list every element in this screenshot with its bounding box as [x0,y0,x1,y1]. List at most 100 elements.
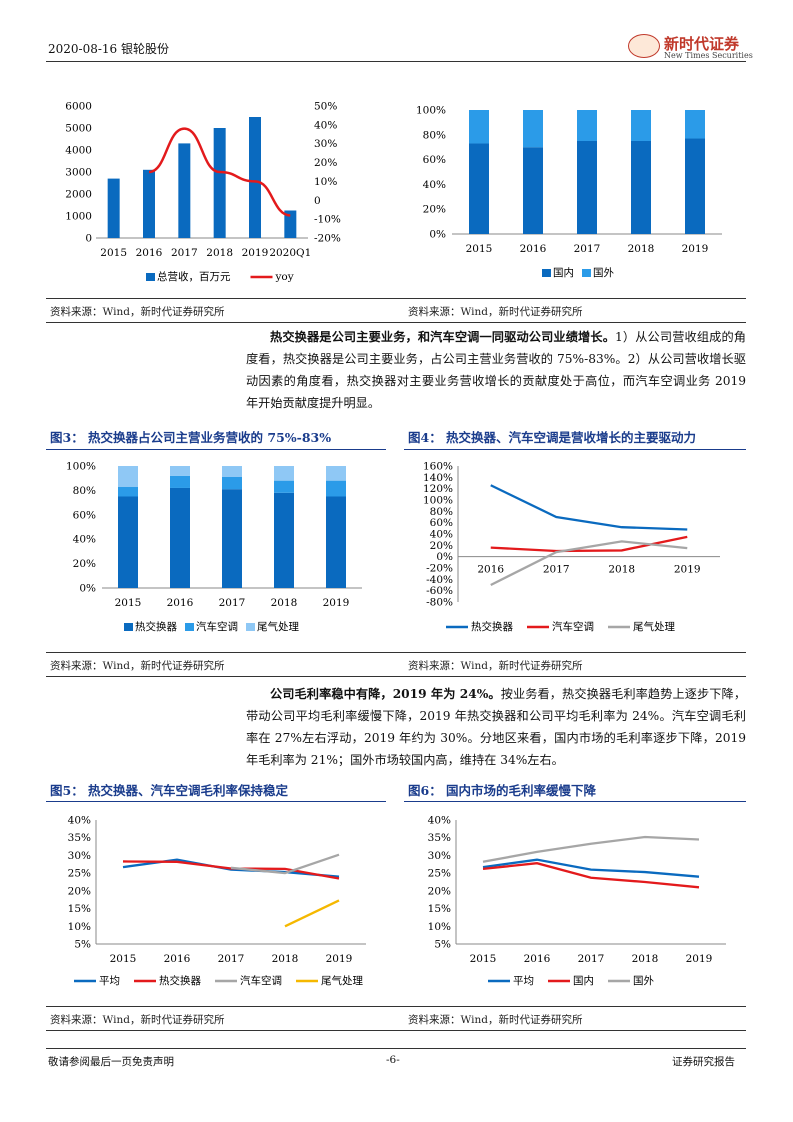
source-rule [46,1006,746,1007]
y-tick-label: 10% [68,921,91,933]
stacked-bar-segment [118,496,138,588]
stacked-bar-segment [222,489,242,588]
y-tick-label: 80% [73,485,96,497]
y-tick-label: 20% [423,204,446,216]
legend-swatch [146,273,155,281]
legend-swatch [542,269,551,277]
stacked-bar-segment [523,147,543,234]
y-tick-label: 15% [428,903,451,915]
y-tick-label: 80% [423,129,446,141]
series-line [490,540,688,587]
figure-title-rule [404,449,746,450]
x-tick-label: 2016 [477,564,504,576]
y-tick-label: 20% [73,558,96,570]
legend-label: 国内 [573,974,594,987]
y-tick-label: 100% [416,105,446,117]
x-tick-label: 2016 [167,597,194,609]
x-tick-label: 2019 [686,953,713,965]
paragraph-lead: 热交换器是公司主要业务，和汽车空调一同驱动公司业绩增长。 [270,330,616,344]
y-tick-label: 5% [74,939,91,951]
chart-margin-by-business: 5% 10% 15% 20% 25% 30% 35% 40% 2015 2016 2017 2018 2… [68,815,366,987]
y-tick-label: 35% [428,832,451,844]
paragraph-body: 按业务看，热交换器毛利率趋势上逐步下降，带动公司平均毛利率缓慢下降，2019 年… [246,687,747,767]
figure-title-rule [46,449,386,450]
figure-title-rule [404,801,746,802]
source-rule [46,322,746,323]
stacked-bar-segment [685,110,705,139]
y-tick-label: 40% [73,534,96,546]
revenue-bar [178,143,191,238]
chart-growth-drivers: -80%-60%-40%-20%0%20%40%60%80%100%120%14… [423,461,720,633]
source-note: 资料来源：Wind，新时代证券研究所 [50,660,225,672]
revenue-bar [249,117,261,238]
right-tick-label: 10% [314,176,337,188]
x-tick-label: 2015 [100,247,127,259]
yoy-line [148,127,291,217]
stacked-bar-segment [577,110,597,141]
series-line [284,899,340,928]
stacked-bar-segment [118,486,138,497]
y-tick-label: 20% [68,885,91,897]
stacked-bar-segment [170,487,190,588]
series-line [230,853,340,875]
x-tick-label: 2015 [110,953,137,965]
x-tick-label: 2016 [164,953,191,965]
stacked-bar-segment [631,141,651,234]
figure-3-title: 图3： 热交换器占公司主营业务营收的 75%-83% [50,430,332,445]
x-tick-label: 2016 [136,247,163,259]
stacked-bar-segment [170,466,190,476]
company-logo-icon [628,34,660,58]
series-line [482,862,700,889]
y-tick-label: -60% [426,585,453,597]
x-tick-label: 2015 [115,597,142,609]
revenue-bar [107,178,120,238]
stacked-bar-segment [577,141,597,234]
footer-disclaimer: 敬请参阅最后一页免责声明 [48,1056,174,1068]
figure-5-title: 图5： 热交换器、汽车空调毛利率保持稳定 [50,783,289,798]
stacked-bar-segment [326,496,346,588]
y-tick-label: 25% [68,868,91,880]
stacked-bar-segment [222,466,242,477]
y-tick-label: 60% [423,154,446,166]
footer-doc-type: 证券研究报告 [672,1056,735,1068]
stacked-bar-segment [274,492,294,588]
legend-label: 热交换器 [159,974,201,987]
paragraph-lead: 公司毛利率稳中有降，2019 年为 24%。 [270,687,501,701]
x-tick-label: 2016 [524,953,551,965]
x-tick-label: 2017 [218,953,245,965]
right-tick-label: 0 [314,195,321,207]
left-tick-label: 0 [85,233,92,245]
x-tick-label: 2017 [574,243,601,255]
x-tick-label: 2019 [682,243,709,255]
header-date-company: 2020-08-16 银轮股份 [48,42,170,56]
x-tick-label: 2018 [608,564,635,576]
y-tick-label: 60% [73,509,96,521]
logo-name: 新时代证券 [664,35,740,53]
y-tick-label: 40% [68,815,91,827]
stacked-bar-segment [326,480,346,497]
y-tick-label: 25% [428,868,451,880]
y-tick-label: 100% [66,461,96,473]
footer-page-number: -6- [386,1054,400,1066]
y-tick-label: 10% [428,921,451,933]
legend-label: 平均 [99,975,120,987]
y-tick-label: 0% [79,583,96,595]
legend-label: 国内 [553,266,574,279]
left-tick-label: 6000 [65,101,92,113]
legend-label: 平均 [513,975,534,987]
right-tick-label: 20% [314,157,337,169]
left-tick-label: 2000 [65,189,92,201]
legend-label: 汽车空调 [240,974,282,987]
legend-swatch [246,623,255,631]
right-tick-label: 40% [314,119,337,131]
x-tick-label: 2018 [632,953,659,965]
x-tick-label: 2019 [323,597,350,609]
footer-rule [46,1048,746,1049]
stacked-bar-segment [274,466,294,481]
stacked-bar-segment [469,110,489,144]
y-tick-label: 5% [434,939,451,951]
source-rule [46,298,746,299]
y-tick-label: 30% [68,850,91,862]
legend-label: 汽车空调 [196,620,238,633]
series-line [490,484,688,531]
